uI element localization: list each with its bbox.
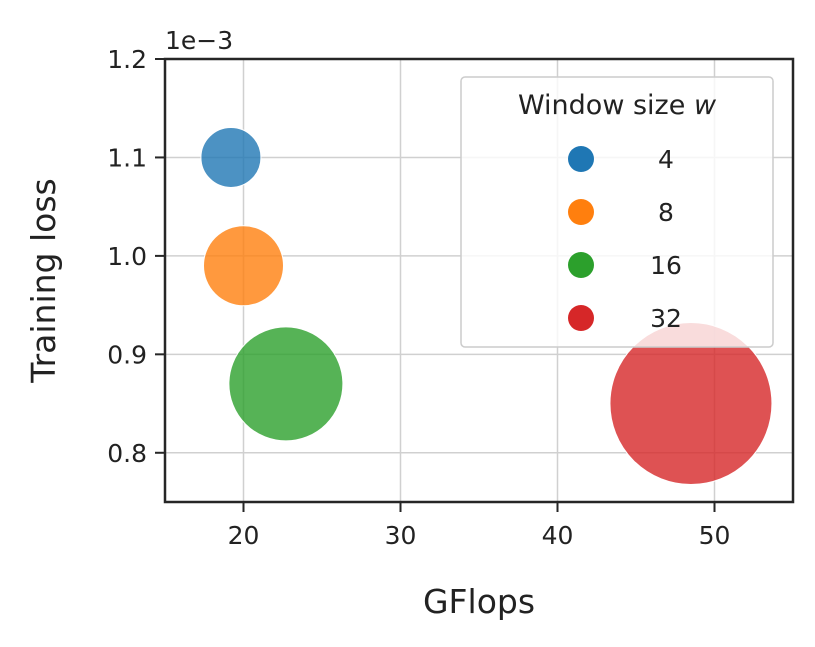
legend-label: 4 xyxy=(658,145,674,174)
axis-ticks: 20 30 40 50 0.8 0.9 1.0 1.1 1.2 xyxy=(107,45,730,550)
x-tick-label: 50 xyxy=(699,521,731,550)
y-tick-label: 1.0 xyxy=(107,242,147,271)
y-tick-label: 1.2 xyxy=(107,45,147,74)
x-tick-label: 30 xyxy=(385,521,417,550)
y-offset-label: 1e−3 xyxy=(165,26,233,55)
legend-label: 32 xyxy=(650,304,682,333)
legend: Window size w 4 8 16 32 xyxy=(460,76,774,348)
legend-marker xyxy=(568,199,594,225)
y-tick-label: 1.1 xyxy=(107,143,147,172)
bubble-window-16 xyxy=(228,326,344,442)
legend-title-text: Window size xyxy=(518,90,694,121)
bubble-window-4 xyxy=(200,126,262,188)
y-axis-title: Training loss xyxy=(24,178,63,383)
legend-label: 8 xyxy=(658,198,674,227)
legend-label: 16 xyxy=(650,251,682,280)
legend-title-variable: w xyxy=(694,90,717,121)
bubble-window-8 xyxy=(203,225,284,307)
legend-box xyxy=(460,76,774,348)
data-points xyxy=(200,126,773,486)
x-axis-title: GFlops xyxy=(423,582,535,621)
y-tick-label: 0.8 xyxy=(107,439,147,468)
x-tick-label: 20 xyxy=(228,521,260,550)
legend-marker xyxy=(568,252,594,278)
plot-frame xyxy=(163,57,795,504)
legend-marker xyxy=(568,305,594,331)
legend-title: Window size w xyxy=(518,90,717,121)
legend-entries: 4 8 16 32 xyxy=(568,145,682,333)
x-tick-label: 40 xyxy=(542,521,574,550)
y-tick-label: 0.9 xyxy=(107,340,147,369)
legend-marker xyxy=(568,146,594,172)
